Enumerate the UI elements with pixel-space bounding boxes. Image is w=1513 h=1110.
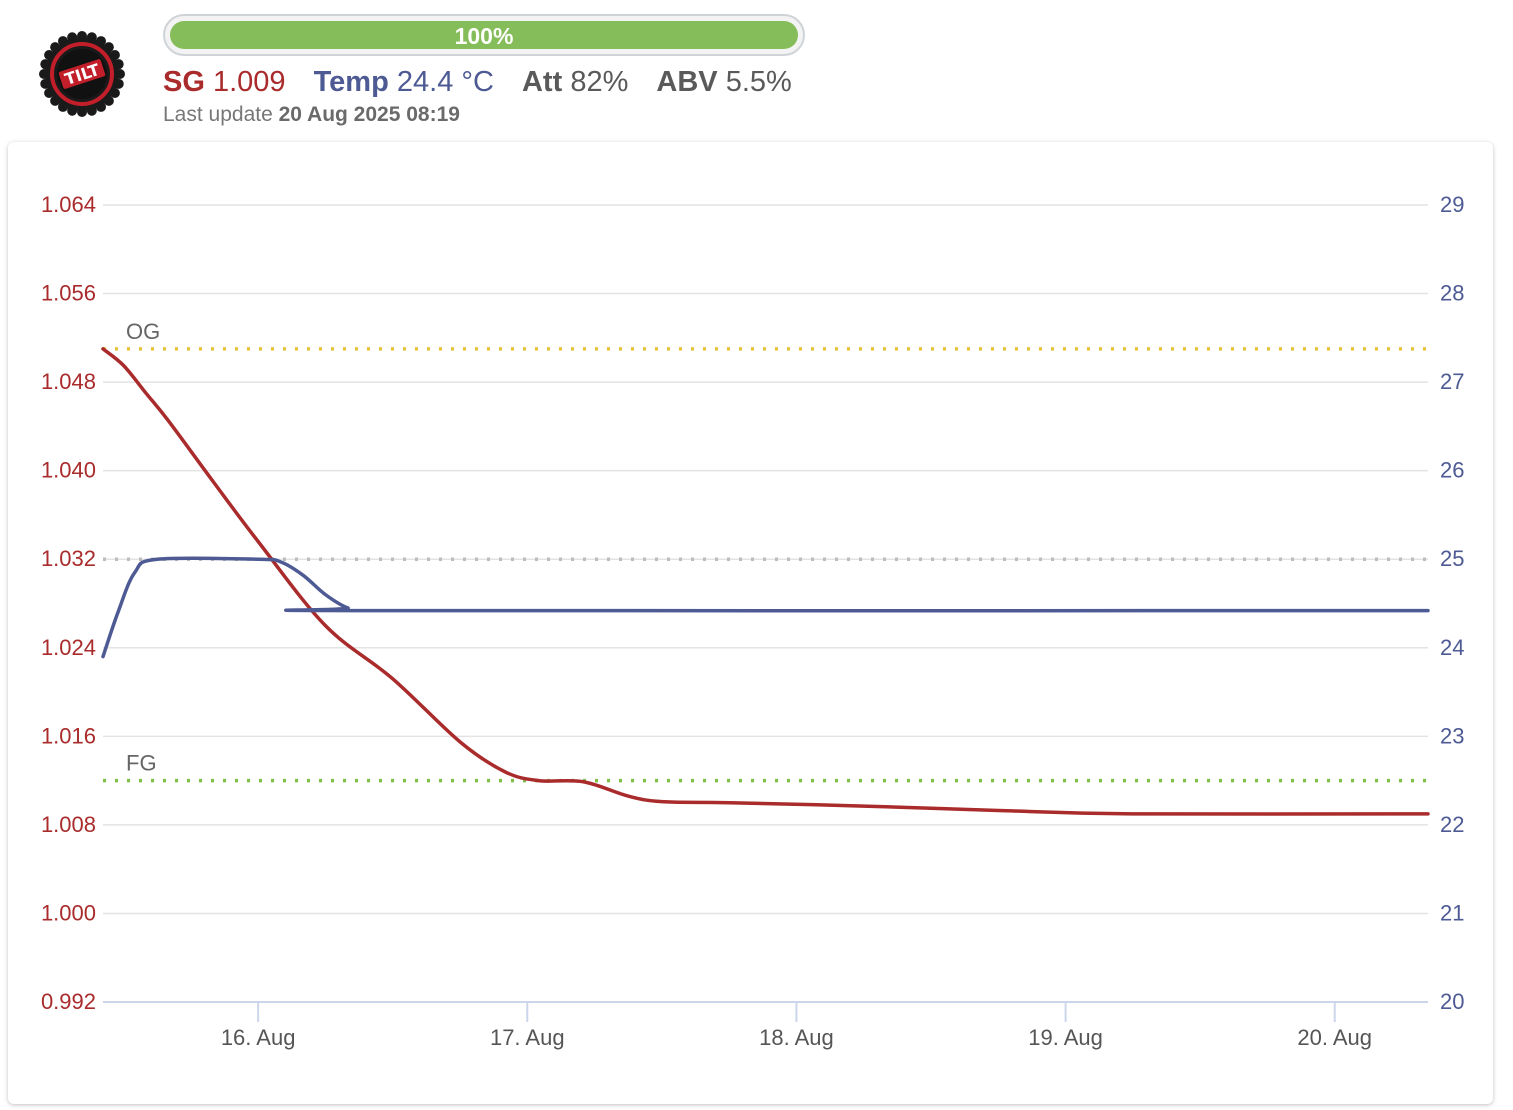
last-update: Last update 20 Aug 2025 08:19 bbox=[163, 103, 460, 127]
abv-value: 5.5% bbox=[725, 66, 792, 98]
y-left-tick-label: 1.000 bbox=[41, 900, 96, 925]
y-right-tick-label: 21 bbox=[1440, 900, 1464, 925]
chart-card: 0.992 20 1.000 21 1.008 22 1.016 23 1.024 24 1.032… bbox=[8, 142, 1493, 1104]
y-left-tick-label: 1.056 bbox=[41, 281, 96, 306]
y-right-tick-label: 20 bbox=[1440, 989, 1464, 1014]
x-tick-label: 20. Aug bbox=[1297, 1025, 1372, 1050]
att-stat: Att 82% bbox=[522, 66, 628, 98]
y-right-tick-label: 26 bbox=[1440, 458, 1464, 483]
temp-series-line bbox=[101, 556, 1430, 659]
temp-label: Temp bbox=[313, 66, 389, 98]
y-left-tick-label: 0.992 bbox=[41, 989, 96, 1014]
last-update-label: Last update bbox=[163, 103, 273, 126]
y-right-tick-label: 23 bbox=[1440, 723, 1464, 748]
x-tick-label: 16. Aug bbox=[221, 1025, 296, 1050]
y-left-tick-label: 1.064 bbox=[41, 192, 96, 217]
abv-stat: ABV 5.5% bbox=[656, 66, 791, 98]
y-left-tick-label: 1.040 bbox=[41, 458, 96, 483]
sg-series-line bbox=[101, 347, 1430, 816]
y-right-tick-label: 24 bbox=[1440, 635, 1464, 660]
progress-bar: 100% bbox=[163, 14, 805, 56]
y-left-tick-label: 1.024 bbox=[41, 635, 96, 660]
progress-fill bbox=[170, 21, 798, 49]
y-right-tick-label: 25 bbox=[1440, 546, 1464, 571]
sg-label: SG bbox=[163, 66, 205, 98]
abv-label: ABV bbox=[656, 66, 718, 98]
fg-label: FG bbox=[126, 751, 157, 776]
sg-stat: SG 1.009 bbox=[163, 66, 286, 98]
y-right-tick-label: 27 bbox=[1440, 369, 1464, 394]
x-tick-label: 18. Aug bbox=[759, 1025, 834, 1050]
temp-value: 24.4 °C bbox=[396, 66, 494, 98]
sg-value: 1.009 bbox=[212, 66, 286, 98]
fermentation-chart: 0.992 20 1.000 21 1.008 22 1.016 23 1.024 24 1.032… bbox=[41, 192, 1465, 1050]
y-right-tick-label: 29 bbox=[1440, 192, 1464, 217]
y-left-tick-label: 1.032 bbox=[41, 546, 96, 571]
x-tick-label: 19. Aug bbox=[1028, 1025, 1103, 1050]
tilt-logo: TILT bbox=[38, 30, 126, 118]
last-update-value: 20 Aug 2025 08:19 bbox=[278, 103, 460, 126]
og-label: OG bbox=[126, 319, 160, 344]
stats-row: SG 1.009 Temp 24.4 °C Att 82% ABV 5.5% bbox=[163, 62, 812, 102]
progress-label: 100% bbox=[454, 23, 514, 49]
x-tick-label: 17. Aug bbox=[490, 1025, 565, 1050]
y-right-tick-label: 22 bbox=[1440, 812, 1464, 837]
att-value: 82% bbox=[570, 66, 629, 98]
att-label: Att bbox=[521, 66, 563, 98]
y-left-tick-label: 1.016 bbox=[41, 723, 96, 748]
temp-stat: Temp 24.4 °C bbox=[314, 66, 494, 98]
y-right-tick-label: 28 bbox=[1440, 281, 1464, 306]
y-left-tick-label: 1.008 bbox=[41, 812, 96, 837]
y-left-tick-label: 1.048 bbox=[41, 369, 96, 394]
